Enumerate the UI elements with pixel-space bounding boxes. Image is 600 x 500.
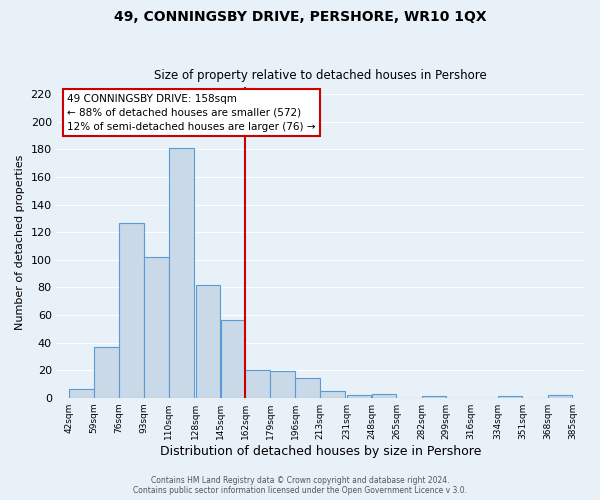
Bar <box>371 394 396 398</box>
Bar <box>119 222 144 398</box>
Bar <box>548 395 572 398</box>
Bar <box>169 148 194 398</box>
Bar <box>245 370 270 398</box>
Bar <box>94 346 119 398</box>
Bar <box>295 378 320 398</box>
Text: 49, CONNINGSBY DRIVE, PERSHORE, WR10 1QX: 49, CONNINGSBY DRIVE, PERSHORE, WR10 1QX <box>113 10 487 24</box>
Bar <box>144 257 169 398</box>
Bar <box>347 395 371 398</box>
Bar <box>271 372 295 398</box>
Bar <box>320 391 345 398</box>
Bar <box>422 396 446 398</box>
Bar <box>221 320 245 398</box>
Title: Size of property relative to detached houses in Pershore: Size of property relative to detached ho… <box>154 69 487 82</box>
Text: 49 CONNINGSBY DRIVE: 158sqm
← 88% of detached houses are smaller (572)
12% of se: 49 CONNINGSBY DRIVE: 158sqm ← 88% of det… <box>67 94 316 132</box>
Bar <box>70 390 94 398</box>
Y-axis label: Number of detached properties: Number of detached properties <box>15 155 25 330</box>
Text: Contains HM Land Registry data © Crown copyright and database right 2024.
Contai: Contains HM Land Registry data © Crown c… <box>133 476 467 495</box>
X-axis label: Distribution of detached houses by size in Pershore: Distribution of detached houses by size … <box>160 444 482 458</box>
Bar <box>498 396 523 398</box>
Bar <box>196 284 220 398</box>
